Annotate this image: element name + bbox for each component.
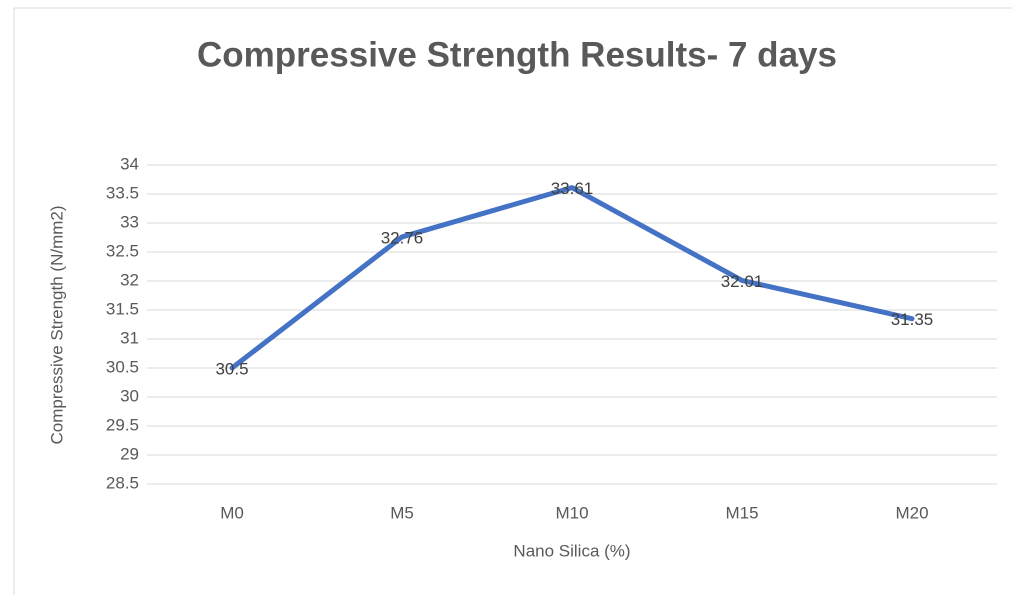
y-tick-label: 32 [120,270,139,289]
y-tick-label: 33.5 [106,183,139,202]
y-tick-label: 31.5 [106,299,139,318]
x-tick-label: M20 [895,503,928,522]
y-tick-label: 29.5 [106,415,139,434]
y-axis-label: Compressive Strength (N/mm2) [47,205,66,444]
data-label: 32.76 [381,228,424,247]
data-label: 33.61 [551,179,594,198]
y-tick-label: 30.5 [106,357,139,376]
data-line [229,185,915,371]
y-tick-label: 31 [120,328,139,347]
y-tick-label: 29 [120,444,139,463]
y-tick-label: 33 [120,212,139,231]
data-label: 30.5 [215,359,248,378]
data-label: 31.35 [891,310,934,329]
x-tick-label: M10 [555,503,588,522]
chart-frame [13,7,1012,595]
x-tick-label: M5 [390,503,414,522]
y-tick-label: 28.5 [106,473,139,492]
x-tick-label: M15 [725,503,758,522]
y-tick-label: 32.5 [106,241,139,260]
y-tick-label: 30 [120,386,139,405]
x-axis-label: Nano Silica (%) [513,541,630,560]
chart-title: Compressive Strength Results- 7 days [197,35,837,74]
data-label: 32.01 [721,272,764,291]
x-tick-label: M0 [220,503,244,522]
y-tick-label: 34 [120,154,139,173]
